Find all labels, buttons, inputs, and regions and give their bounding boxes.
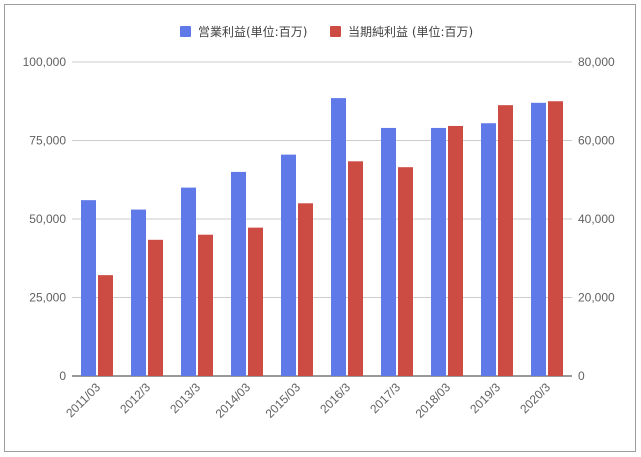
left-tick-label: 50,000 [29,212,66,226]
left-tick-label: 100,000 [23,55,67,69]
bar-operating-profit [281,154,296,376]
x-tick-label: 2017/3 [367,380,403,416]
x-tick-label: 2011/03 [63,380,103,420]
x-tick-label: 2019/3 [467,380,503,416]
bar-operating-profit [131,209,146,376]
bar-net-income [198,234,213,376]
legend-swatch-net-income [330,26,341,37]
bar-net-income [548,101,563,376]
bar-net-income [398,167,413,376]
right-tick-label: 0 [578,369,585,383]
bar-operating-profit [181,187,196,376]
bar-operating-profit [231,171,246,376]
x-tick-label: 2016/3 [317,380,353,416]
left-tick-label: 0 [59,369,66,383]
legend-swatch-operating-profit [180,26,191,37]
x-tick-label: 2012/3 [117,380,153,416]
bar-operating-profit [381,127,396,376]
left-axis-ticks: 0 25,000 50,000 75,000 100,000 [23,55,67,383]
x-tick-label: 2013/3 [167,380,203,416]
gridlines [72,61,572,377]
bar-net-income [348,161,363,376]
bar-operating-profit [81,200,96,376]
bar-operating-profit [531,102,546,376]
bar-net-income [298,203,313,376]
bar-net-income [248,227,263,376]
legend-label-operating-profit: 営業利益(単位:百万) [198,24,307,39]
right-axis-ticks: 0 20,000 40,000 60,000 80,000 [578,55,615,383]
x-tick-label: 2015/03 [263,380,304,421]
legend: 営業利益(単位:百万) 当期純利益 (単位:百万) [180,24,473,39]
bars [81,98,563,377]
bar-net-income [498,105,513,377]
left-tick-label: 25,000 [29,291,66,305]
x-tick-label: 2020/3 [517,380,553,416]
bar-net-income [448,125,463,376]
right-tick-label: 40,000 [578,212,615,226]
bar-net-income [148,239,163,376]
bar-operating-profit [431,127,446,376]
right-tick-label: 20,000 [578,291,615,305]
x-tick-label: 2018/03 [413,380,454,421]
bar-net-income [98,275,113,376]
bar-operating-profit [481,123,496,376]
left-tick-label: 75,000 [29,134,66,148]
right-tick-label: 60,000 [578,134,615,148]
bar-operating-profit [331,98,346,377]
chart-frame [4,4,636,452]
legend-label-net-income: 当期純利益 (単位:百万) [348,24,473,39]
right-tick-label: 80,000 [578,55,615,69]
x-axis-ticks: 2011/03 2012/3 2013/3 2014/03 2015/03 2016/3 2… [63,380,553,421]
x-tick-label: 2014/03 [213,380,254,421]
